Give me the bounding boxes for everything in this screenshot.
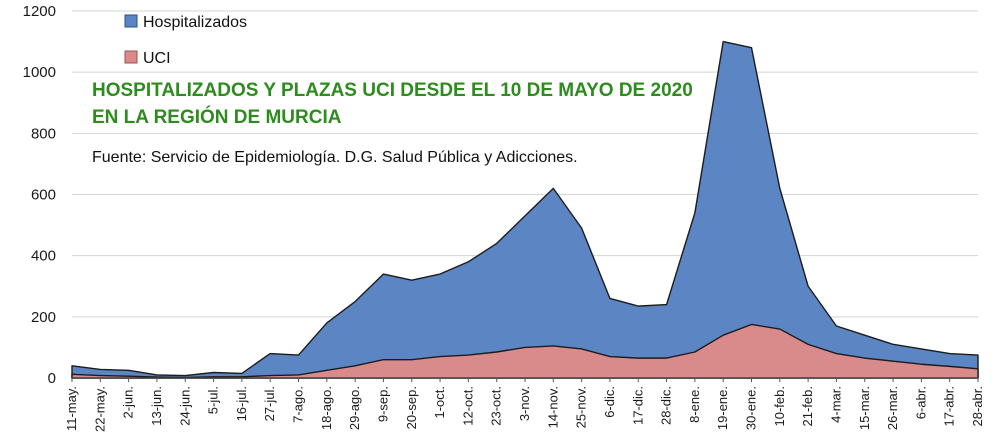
legend-swatch-uci — [124, 50, 138, 64]
x-tick-label: 23-oct. — [489, 386, 504, 426]
x-tick-label: 5-jul. — [206, 386, 221, 414]
x-tick-label: 20-sep. — [404, 386, 419, 429]
y-tick-label: 400 — [31, 248, 56, 265]
x-tick-label: 27-jul. — [262, 386, 277, 421]
y-tick-label: 200 — [31, 309, 56, 326]
x-tick-label: 12-oct. — [460, 386, 475, 426]
legend-swatch-hospitalizados — [124, 14, 138, 28]
x-tick-label: 15-mar. — [857, 386, 872, 430]
area-series-hospitalizados — [71, 40, 979, 379]
chart-title: HOSPITALIZADOS Y PLAZAS UCI DESDE EL 10 … — [92, 80, 693, 128]
legend-label-hospitalizados: Hospitalizados — [143, 14, 247, 31]
x-tick-label: 7-ago. — [291, 386, 306, 423]
x-tick-label: 10-feb. — [772, 386, 787, 426]
legend-label-uci: UCI — [143, 50, 171, 67]
x-tick-label: 6-dic. — [602, 386, 617, 418]
chart-title-line-1: HOSPITALIZADOS Y PLAZAS UCI DESDE EL 10 … — [92, 80, 693, 101]
x-tick-label: 14-nov. — [545, 386, 560, 428]
x-tick-label: 6-abr. — [913, 386, 928, 419]
x-tick-label: 26-mar. — [885, 386, 900, 430]
x-tick-label: 4-mar. — [828, 386, 843, 423]
x-tick-label: 21-feb. — [800, 386, 815, 426]
x-tick-label: 29-ago. — [347, 386, 362, 430]
x-tick-label: 28-dic. — [659, 386, 674, 425]
x-tick-label: 19-ene. — [715, 386, 730, 430]
y-tick-label: 1200 — [23, 3, 56, 20]
y-tick-label: 0 — [48, 370, 56, 387]
x-tick-label: 18-ago. — [319, 386, 334, 430]
x-tick-label: 22-may. — [92, 386, 107, 432]
x-tick-label: 17-abr. — [942, 386, 957, 426]
y-tick-label: 600 — [31, 187, 56, 204]
y-tick-label: 1000 — [23, 64, 56, 81]
legend: Hospitalizados UCI — [124, 14, 247, 67]
chart-title-line-2: EN LA REGIÓN DE MURCIA — [92, 106, 342, 128]
x-axis-ticks: 11-may. 22-may. 2-jun. 13-jun. 24-jun. 5-jul.… — [64, 378, 985, 432]
x-tick-label: 24-jun. — [177, 386, 192, 426]
x-tick-label: 17-dic. — [630, 386, 645, 425]
area-series-uci — [71, 323, 979, 379]
x-tick-label: 11-may. — [64, 386, 79, 431]
y-tick-label: 800 — [31, 125, 56, 142]
x-tick-label: 3-nov. — [517, 386, 532, 421]
x-tick-label: 2-jun. — [121, 386, 136, 419]
chart-source: Fuente: Servicio de Epidemiología. D.G. … — [92, 149, 578, 166]
plot-areas — [71, 40, 979, 379]
x-tick-label: 28-abr. — [970, 386, 985, 426]
x-tick-label: 1-oct. — [432, 386, 447, 419]
x-tick-label: 13-jun. — [149, 386, 164, 426]
x-tick-label: 9-sep. — [375, 386, 390, 422]
y-axis-ticks: 0 200 400 600 800 1000 1200 — [23, 3, 56, 387]
x-tick-label: 16-jul. — [234, 386, 249, 421]
x-tick-label: 8-ene. — [687, 386, 702, 423]
x-tick-label: 25-nov. — [574, 386, 589, 428]
x-tick-label: 30-ene. — [744, 386, 759, 430]
